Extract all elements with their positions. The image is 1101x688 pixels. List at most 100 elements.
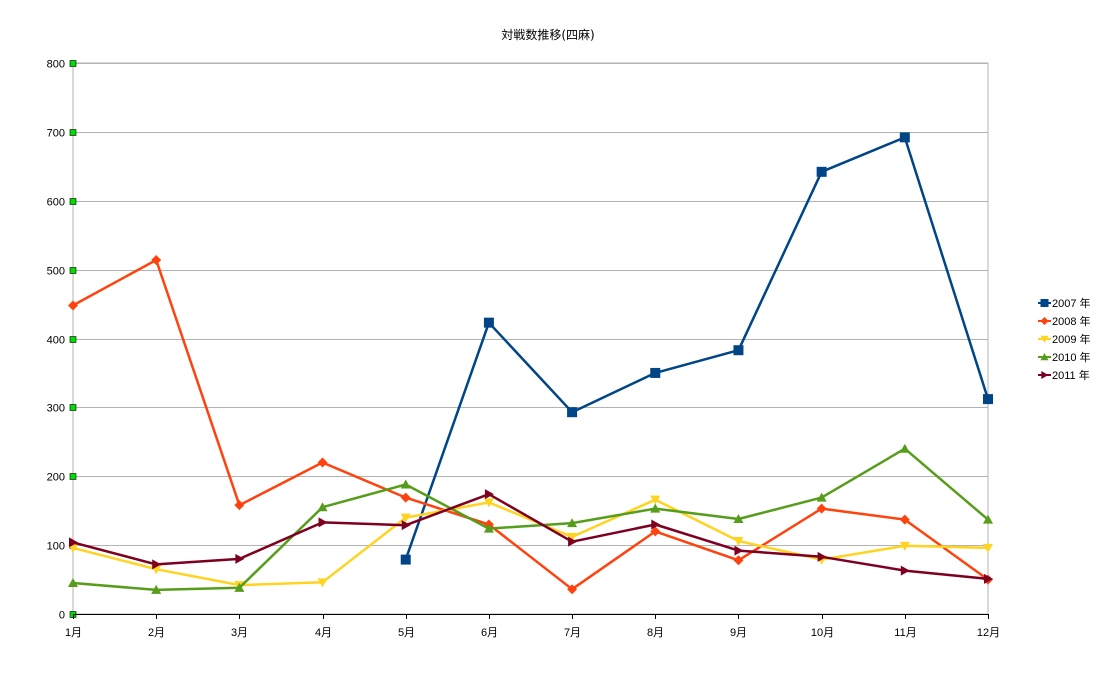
plot-frame bbox=[72, 62, 989, 615]
series-line bbox=[72, 498, 989, 587]
y-tick-label: 100 bbox=[47, 541, 65, 553]
y-tick-marker bbox=[69, 267, 77, 274]
series-4 bbox=[69, 489, 993, 584]
x-tick-label: 9月 bbox=[730, 627, 747, 639]
data-point bbox=[400, 479, 411, 489]
data-point bbox=[235, 553, 245, 564]
series-1 bbox=[68, 254, 993, 595]
data-point bbox=[983, 514, 993, 524]
data-point bbox=[401, 520, 411, 531]
series-0 bbox=[400, 132, 993, 565]
legend-label: 2007 年 bbox=[1052, 296, 1091, 310]
data-point bbox=[816, 166, 827, 177]
data-point bbox=[733, 555, 744, 566]
x-tick-label: 1月 bbox=[65, 627, 82, 639]
x-tick-label: 2月 bbox=[148, 627, 165, 639]
legend-marker bbox=[1040, 317, 1049, 325]
legend-label: 2008 年 bbox=[1052, 314, 1091, 328]
x-tick-label: 10月 bbox=[811, 627, 834, 639]
series-line bbox=[404, 136, 990, 561]
data-point bbox=[234, 500, 245, 511]
grid bbox=[72, 62, 989, 615]
y-tick-label: 700 bbox=[47, 128, 65, 140]
data-point bbox=[816, 503, 827, 514]
data-point bbox=[650, 503, 661, 513]
legend-marker bbox=[1040, 353, 1049, 361]
y-tick-marker bbox=[69, 129, 77, 136]
data-point bbox=[734, 545, 744, 556]
legend-item: 2007 年 bbox=[1038, 296, 1091, 310]
data-point bbox=[983, 394, 993, 405]
data-point bbox=[899, 541, 910, 551]
y-tick-label: 600 bbox=[47, 197, 65, 209]
y-tick-label: 800 bbox=[47, 59, 65, 71]
data-point bbox=[900, 565, 910, 576]
legend: 2007 年 2008 年 2009 年 2010 年 2011 年 bbox=[1038, 296, 1091, 382]
data-point bbox=[400, 513, 411, 523]
data-point bbox=[152, 559, 162, 570]
y-tick-label: 300 bbox=[47, 403, 65, 415]
series-3 bbox=[68, 443, 993, 594]
data-point bbox=[899, 443, 910, 453]
data-point bbox=[483, 498, 494, 508]
x-tick-label: 5月 bbox=[398, 627, 415, 639]
legend-item: 2009 年 bbox=[1038, 332, 1091, 346]
data-point bbox=[568, 536, 578, 547]
y-tick-label: 500 bbox=[47, 266, 65, 278]
legend-item: 2011 年 bbox=[1038, 368, 1090, 382]
data-point bbox=[567, 532, 578, 542]
chart-title: 対戦数推移(四麻) bbox=[501, 27, 594, 42]
data-point bbox=[317, 457, 328, 468]
data-point bbox=[650, 367, 661, 378]
legend-label: 2010 年 bbox=[1052, 350, 1091, 364]
data-point bbox=[983, 543, 993, 553]
data-point bbox=[733, 513, 744, 523]
data-point bbox=[816, 492, 827, 502]
legend-marker bbox=[1040, 335, 1049, 343]
legend-marker bbox=[1041, 371, 1049, 379]
legend-item: 2008 年 bbox=[1038, 314, 1091, 328]
x-tick-label: 6月 bbox=[481, 627, 498, 639]
series bbox=[68, 132, 993, 595]
y-tick-marker bbox=[69, 336, 77, 343]
data-point bbox=[984, 573, 993, 584]
data-point bbox=[68, 300, 78, 311]
data-point bbox=[567, 584, 578, 595]
data-point bbox=[733, 536, 744, 546]
y-tick-marker bbox=[69, 198, 77, 205]
y-tick-marker bbox=[69, 473, 77, 480]
data-point bbox=[400, 554, 411, 565]
series-line bbox=[72, 258, 989, 591]
data-point bbox=[899, 514, 910, 525]
data-point bbox=[484, 489, 494, 500]
data-point bbox=[317, 578, 328, 588]
x-tick-label: 8月 bbox=[647, 627, 664, 639]
data-point bbox=[483, 523, 494, 533]
y-tick-marker bbox=[69, 60, 77, 67]
data-point bbox=[234, 582, 245, 592]
data-point bbox=[318, 517, 328, 528]
data-point bbox=[483, 317, 494, 328]
data-point bbox=[69, 537, 78, 548]
x-tick-label: 12月 bbox=[977, 627, 1000, 639]
y-tick-label: 200 bbox=[47, 472, 65, 484]
data-point bbox=[567, 407, 578, 418]
data-point bbox=[400, 492, 411, 503]
legend-label: 2011 年 bbox=[1052, 368, 1090, 382]
data-point bbox=[567, 518, 578, 528]
data-point bbox=[733, 345, 744, 356]
series-2 bbox=[68, 495, 993, 591]
x-tick-label: 4月 bbox=[315, 627, 332, 639]
x-tick-label: 3月 bbox=[231, 627, 248, 639]
legend-label: 2009 年 bbox=[1052, 332, 1091, 346]
legend-marker bbox=[1040, 299, 1049, 307]
y-tick-marker bbox=[69, 404, 77, 411]
y-tick-label: 0 bbox=[59, 610, 65, 622]
data-point bbox=[817, 551, 827, 562]
x-tick-label: 7月 bbox=[564, 627, 581, 639]
data-point bbox=[151, 254, 162, 265]
y-tick-label: 400 bbox=[47, 335, 65, 347]
data-point bbox=[68, 578, 78, 588]
legend-item: 2010 年 bbox=[1038, 350, 1091, 364]
